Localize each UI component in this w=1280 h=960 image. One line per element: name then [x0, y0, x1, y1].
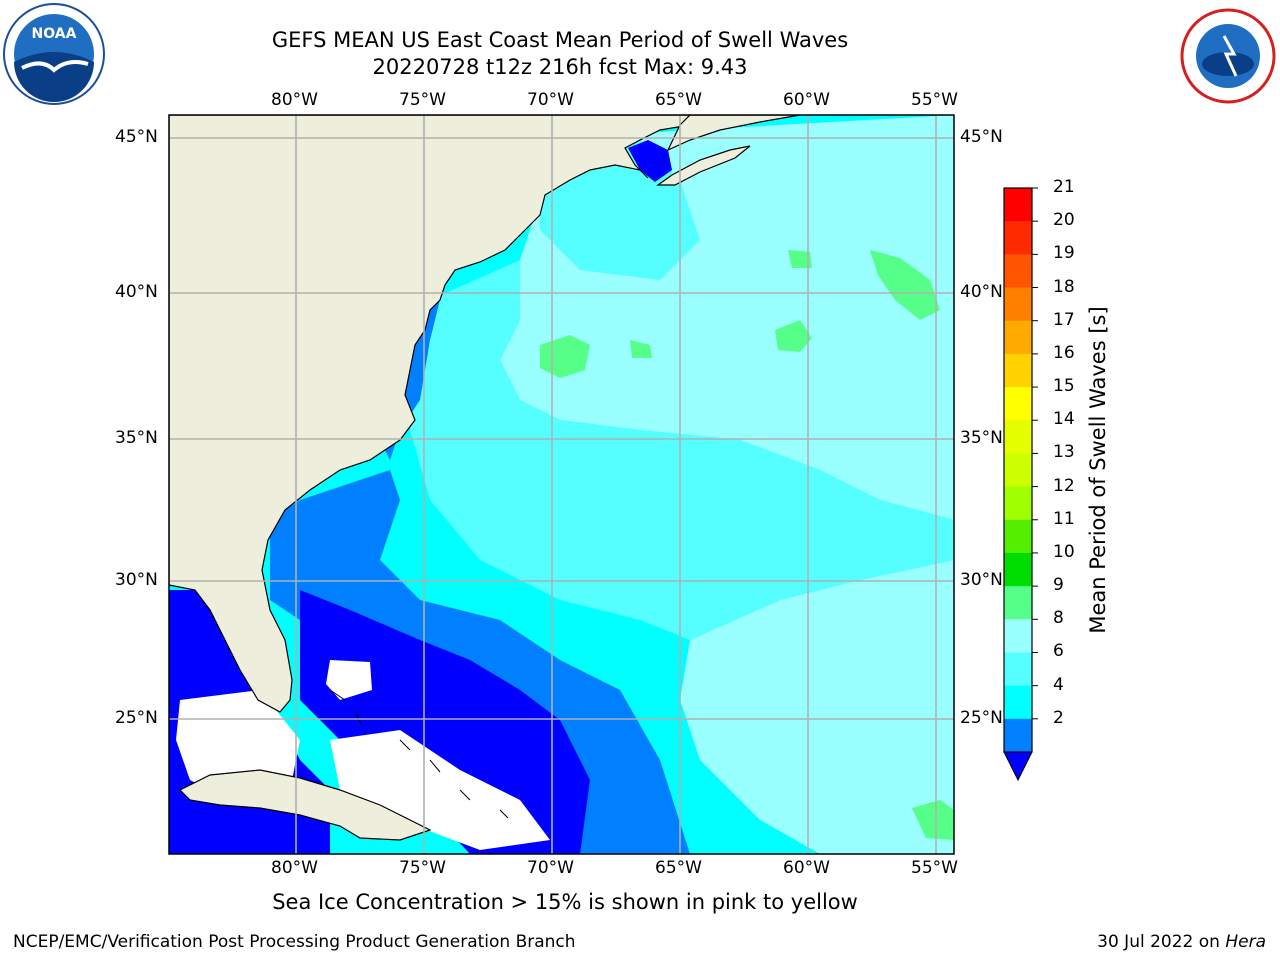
map-subtitle: 20220728 t12z 216h fcst Max: 9.43	[372, 55, 748, 79]
map-frame	[168, 114, 955, 855]
lon-label-top-80w: 80°W	[271, 90, 318, 110]
lon-label-bottom-70w: 70°W	[527, 858, 574, 878]
footer-date: 30 Jul 2022 on Hera	[1097, 932, 1266, 952]
cuba-land	[178, 769, 432, 841]
lat-label-right-45n: 45°N	[960, 127, 1003, 147]
lat-label-right-35n: 35°N	[960, 428, 1003, 448]
colorbar-tick-label: 20	[1053, 210, 1075, 231]
lon-label-top-75w: 75°W	[399, 90, 446, 110]
sea-ice-note: Sea Ice Concentration > 15% is shown in …	[272, 890, 858, 914]
nws-logo	[1178, 6, 1278, 110]
no-data-region-3	[326, 660, 372, 700]
colorbar-segment	[1004, 254, 1032, 289]
lat-label-left-25n: 25°N	[115, 708, 158, 728]
footer-machine: Hera	[1225, 932, 1266, 952]
svg-text:NOAA: NOAA	[32, 26, 77, 42]
noaa-logo: NOAA	[2, 2, 106, 110]
colorbar-extend-arrow	[1003, 751, 1033, 782]
colorbar	[1004, 187, 1038, 753]
swell-lt-2-region	[300, 590, 590, 854]
colorbar-segment	[1004, 718, 1032, 753]
lon-label-bottom-60w: 60°W	[783, 858, 830, 878]
swell-9-10-patch-4	[788, 250, 812, 268]
colorbar-segment	[1004, 221, 1032, 255]
lat-label-left-35n: 35°N	[115, 428, 158, 448]
colorbar-segment	[1004, 387, 1032, 421]
colorbar-segment	[1004, 320, 1032, 355]
lat-label-left-45n: 45°N	[115, 127, 158, 147]
colorbar-segment	[1004, 287, 1032, 322]
colorbar-tick-label: 9	[1053, 575, 1064, 596]
lon-label-top-65w: 65°W	[655, 90, 702, 110]
no-data-region-2	[330, 730, 550, 850]
map-title: GEFS MEAN US East Coast Mean Period of S…	[271, 28, 849, 52]
lon-label-top-70w: 70°W	[527, 90, 574, 110]
colorbar-segment	[1004, 486, 1032, 521]
lat-label-left-30n: 30°N	[115, 570, 158, 590]
colorbar-tick-label: 15	[1053, 376, 1075, 397]
swell-9-10-patch-6	[630, 340, 652, 358]
swell-8-9-region-south	[680, 560, 954, 854]
colorbar-segment	[1004, 685, 1032, 720]
graticule	[169, 115, 954, 854]
lon-label-top-55w: 55°W	[911, 90, 958, 110]
swell-2-4-region	[270, 470, 690, 854]
colorbar-frame	[1003, 187, 1033, 753]
colorbar-tick-label: 12	[1053, 475, 1075, 496]
colorbar-tick-label: 10	[1053, 541, 1075, 562]
colorbar-tick-label: 21	[1053, 177, 1075, 197]
lat-label-left-40n: 40°N	[115, 282, 158, 302]
swell-9-10-patch-2	[775, 320, 812, 352]
colorbar-segment	[1004, 519, 1032, 554]
colorbar-tick-label: 6	[1053, 641, 1064, 662]
colorbar-segment	[1004, 188, 1032, 222]
colorbar-tick-label: 8	[1053, 608, 1064, 629]
colorbar-segment	[1004, 652, 1032, 687]
colorbar-tick-label: 17	[1053, 309, 1075, 330]
footer-date-text: 30 Jul 2022 on	[1097, 932, 1226, 952]
north-america-land	[169, 115, 701, 713]
lat-label-right-40n: 40°N	[960, 282, 1003, 302]
lat-label-right-30n: 30°N	[960, 570, 1003, 590]
swell-9-10-patch-5	[912, 800, 954, 840]
map-plot-area	[169, 115, 954, 854]
colorbar-tick-label: 16	[1053, 342, 1075, 363]
swell-9-10-patch-3	[870, 250, 940, 320]
lon-label-bottom-75w: 75°W	[399, 858, 446, 878]
colorbar-segment	[1004, 353, 1032, 388]
colorbar-title: Mean Period of Swell Waves [s]	[1086, 306, 1110, 634]
colorbar-tick-label: 19	[1053, 243, 1075, 264]
footer-credit: NCEP/EMC/Verification Post Processing Pr…	[13, 932, 576, 952]
colorbar-segment	[1004, 552, 1032, 587]
lon-label-bottom-80w: 80°W	[271, 858, 318, 878]
colorbar-tick-label: 2	[1053, 707, 1064, 728]
lon-label-bottom-65w: 65°W	[655, 858, 702, 878]
colorbar-tick-label: 11	[1053, 508, 1075, 529]
colorbar-tick-label: 14	[1053, 409, 1075, 430]
colorbar-tick-label: 13	[1053, 442, 1075, 463]
lat-label-right-25n: 25°N	[960, 708, 1003, 728]
swell-6-8-region	[410, 260, 954, 640]
colorbar-segment	[1004, 453, 1032, 488]
lon-label-top-60w: 60°W	[783, 90, 830, 110]
lon-label-bottom-55w: 55°W	[911, 858, 958, 878]
colorbar-tick-label: 18	[1053, 276, 1075, 297]
colorbar-segment	[1004, 420, 1032, 454]
colorbar-segment	[1004, 586, 1032, 620]
swell-lt-2-gulf-of-maine	[628, 140, 672, 182]
colorbar-segment	[1004, 619, 1032, 653]
colorbar-tick-label: 4	[1053, 674, 1064, 695]
